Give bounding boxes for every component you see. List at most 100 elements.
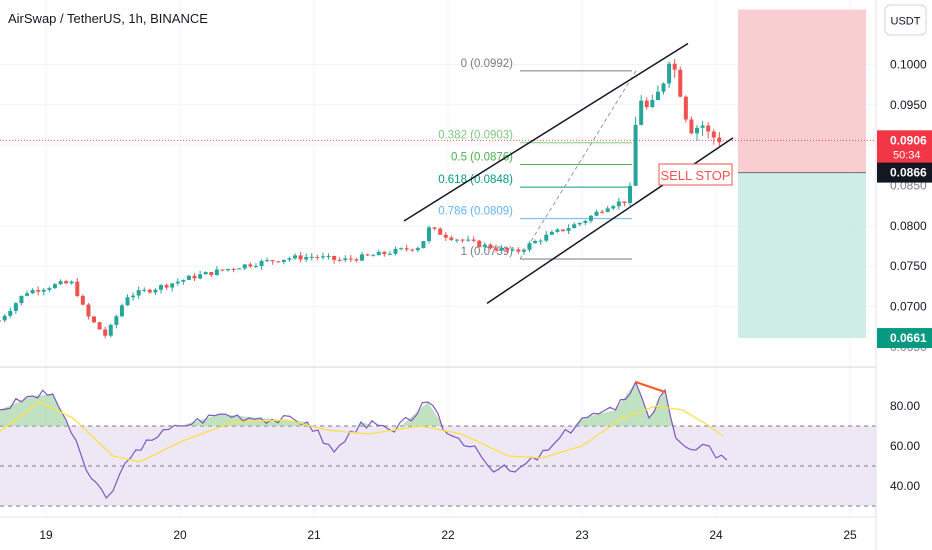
candle-body [622, 201, 627, 204]
candle-body [337, 259, 342, 261]
candle-body [103, 329, 108, 336]
candle-body [186, 275, 191, 280]
candle-body [644, 100, 649, 107]
price-tick-label: 0.0950 [890, 98, 927, 112]
grid [0, 0, 876, 517]
rsi-tick-label: 80.00 [890, 399, 920, 413]
rsi-ma-line [0, 401, 724, 463]
candle-body [717, 137, 722, 143]
rsi-tick-label: 40.00 [890, 479, 920, 493]
candle-body [633, 124, 638, 186]
candle-body [13, 303, 18, 311]
candle-body [427, 227, 432, 242]
chart-title: AirSwap / TetherUS, 1h, BINANCE [8, 11, 208, 26]
current-price-tag [877, 130, 932, 165]
candle-body [678, 69, 683, 97]
candle-body [170, 283, 175, 288]
candle-body [605, 208, 610, 212]
candle-body [544, 234, 549, 241]
candle-body [326, 255, 331, 257]
candle-body [432, 227, 437, 229]
candle-body [572, 224, 577, 229]
candle-body [175, 281, 180, 284]
time-tick-label: 21 [307, 528, 321, 542]
candle-body [393, 248, 398, 254]
candle-body [360, 254, 365, 261]
candle-body [147, 289, 152, 293]
candles [0, 58, 722, 339]
candle-body [86, 304, 91, 317]
sell-stop-label: SELL STOP [658, 163, 733, 186]
candle-body [533, 240, 538, 244]
candle-body [482, 244, 487, 247]
fib-level-label: 0.382 (0.0903) [438, 130, 513, 142]
candle-body [153, 289, 158, 293]
candle-body [505, 247, 510, 251]
candle-body [460, 239, 465, 241]
candle-body [25, 293, 30, 296]
candle-body [108, 324, 113, 336]
candle-body [410, 249, 415, 251]
candle-body [270, 260, 275, 262]
candle-body [471, 239, 476, 241]
candle-body [214, 269, 219, 276]
candle-body [192, 275, 197, 279]
candle-body [354, 259, 359, 261]
candle-body [119, 305, 124, 317]
fib-level-label: 1 (0.0759) [461, 246, 514, 258]
stop-loss-zone [738, 9, 866, 173]
candle-body [376, 251, 381, 256]
price-tick-label: 0.0750 [890, 259, 927, 273]
fib-level-label: 0.618 (0.0848) [438, 174, 513, 186]
candle-body [309, 256, 314, 258]
candle-body [706, 125, 711, 132]
candle-body [639, 100, 644, 125]
candle-body [265, 260, 270, 262]
candle-body [672, 63, 677, 70]
candle-body [683, 96, 688, 120]
candle-body [466, 239, 471, 241]
candle-body [382, 251, 387, 255]
candle-body [198, 274, 203, 279]
candle-body [365, 254, 370, 256]
candle-body [209, 272, 214, 276]
candle-body [555, 229, 560, 232]
candle-body [47, 288, 52, 290]
candle-body [69, 281, 74, 284]
candle-body [371, 255, 376, 257]
candle-body [58, 281, 63, 285]
candle-body [577, 222, 582, 225]
price-tick-label: 0.1000 [890, 57, 927, 71]
candle-body [52, 284, 57, 289]
time-tick-label: 20 [173, 528, 187, 542]
candle-body [114, 316, 119, 325]
candle-body [404, 248, 409, 250]
candle-body [594, 211, 599, 216]
price-tag-value: 0.0661 [890, 331, 927, 345]
candle-body [415, 248, 420, 251]
price-tick-label: 0.0800 [890, 219, 927, 233]
channel-upper-line [403, 42, 689, 222]
candle-body [131, 295, 136, 298]
candle-body [287, 258, 292, 260]
candle-body [387, 253, 392, 255]
candle-body [616, 201, 621, 207]
fib-level-label: 0 (0.0992) [461, 58, 514, 70]
candle-body [700, 125, 705, 128]
candle-body [293, 255, 298, 259]
candle-body [181, 279, 186, 282]
currency-button[interactable]: USDT [884, 4, 927, 36]
candle-body [203, 272, 208, 275]
candle-body [421, 241, 426, 249]
take-profit-zone [738, 172, 866, 339]
candle-body [41, 289, 46, 292]
candle-body [549, 231, 554, 235]
price-tag-value: 0.0866 [890, 166, 927, 180]
rsi-line [0, 380, 728, 500]
rsi-pane [0, 380, 876, 507]
time-tick-label: 24 [709, 528, 723, 542]
candle-body [332, 255, 337, 260]
candle-body [231, 268, 236, 270]
candle-body [538, 240, 543, 242]
